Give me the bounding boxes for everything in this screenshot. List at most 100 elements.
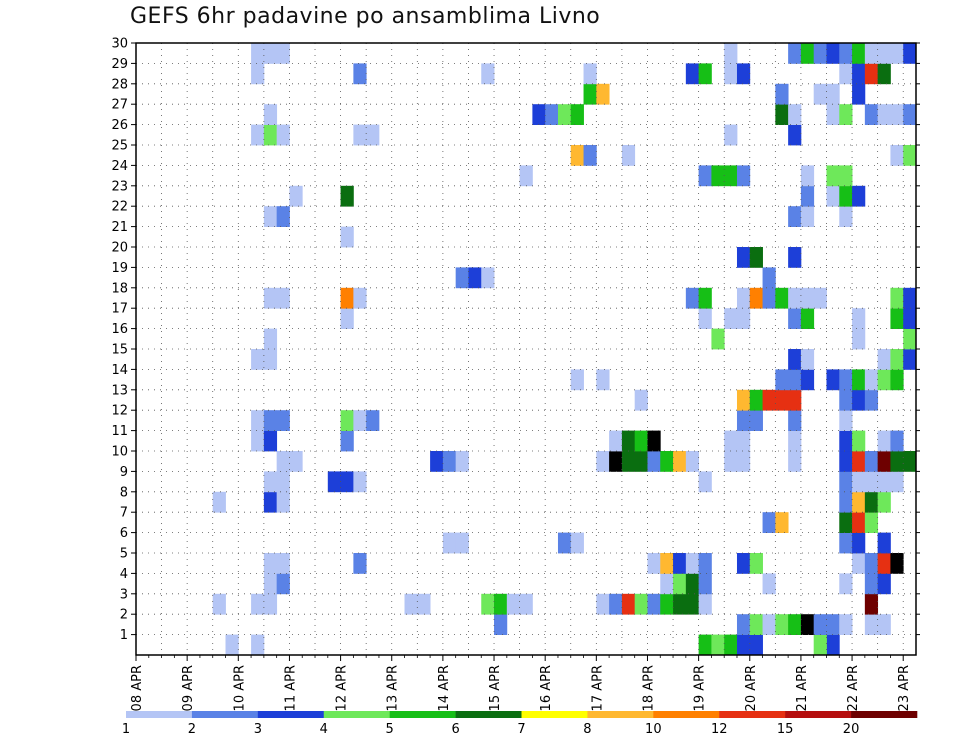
heatmap-cell <box>685 573 700 595</box>
y-tick-label: 14 <box>111 363 128 378</box>
heatmap-cell <box>749 614 763 635</box>
heatmap-cell <box>698 593 712 615</box>
heatmap-cell <box>263 287 278 309</box>
heatmap-cell <box>494 593 508 615</box>
heatmap-cell <box>404 593 418 615</box>
y-tick-label: 10 <box>111 445 128 460</box>
heatmap-cell <box>455 532 469 554</box>
heatmap-cell <box>877 471 891 493</box>
heatmap-cell <box>852 471 866 493</box>
heatmap-cell <box>762 267 776 289</box>
x-tick-label: 22 APR <box>846 665 861 711</box>
heatmap-cell <box>864 471 879 493</box>
heatmap-cell <box>839 410 853 431</box>
heatmap-cell <box>826 43 840 64</box>
x-tick-label: 16 APR <box>539 665 554 711</box>
heatmap-cell <box>839 165 853 187</box>
heatmap-cell <box>647 451 661 472</box>
heatmap-cell <box>903 328 917 350</box>
heatmap-cell <box>788 124 802 146</box>
heatmap-cell <box>839 491 853 513</box>
heatmap-cell <box>366 124 380 146</box>
heatmap-cell <box>583 145 597 166</box>
heatmap-cell <box>698 165 712 187</box>
heatmap-cell <box>545 104 559 125</box>
legend-swatch <box>521 711 588 718</box>
heatmap-cell <box>813 287 827 309</box>
heatmap-cell <box>800 308 815 329</box>
x-tick-label: 11 APR <box>283 665 298 711</box>
heatmap-cell <box>570 145 584 166</box>
heatmap-cell <box>557 104 572 125</box>
heatmap-cell <box>762 389 776 411</box>
heatmap-cell <box>749 389 763 411</box>
heatmap-cell <box>596 593 610 615</box>
heatmap-cell <box>903 145 917 166</box>
heatmap-cell <box>736 410 751 431</box>
heatmap-cell <box>685 553 700 574</box>
heatmap-cell <box>762 512 776 533</box>
heatmap-cell <box>251 634 265 656</box>
heatmap-cell <box>251 593 265 615</box>
x-tick-label: 17 APR <box>590 665 605 711</box>
y-tick-label: 26 <box>111 118 128 133</box>
heatmap-cell <box>864 614 879 635</box>
heatmap-cell <box>532 104 546 125</box>
legend-swatch <box>455 711 522 718</box>
heatmap-cell <box>800 349 815 370</box>
heatmap-cell <box>736 634 751 656</box>
y-tick-label: 12 <box>111 404 128 419</box>
heatmap-cell <box>621 145 636 166</box>
x-tick-label: 19 APR <box>693 665 708 711</box>
heatmap-cell <box>749 553 763 574</box>
heatmap-cell <box>864 369 879 391</box>
heatmap-cell <box>762 614 776 635</box>
heatmap-cell <box>736 389 751 411</box>
heatmap-cell <box>494 614 508 635</box>
heatmap-cell <box>839 104 853 125</box>
heatmap-cell <box>263 430 278 452</box>
heatmap-cell <box>800 614 815 635</box>
grid-lines <box>136 43 916 655</box>
heatmap-cell <box>263 124 278 146</box>
heatmap-cell <box>877 614 891 635</box>
heatmap-cell <box>263 491 278 513</box>
heatmap-cell <box>660 593 674 615</box>
x-tick-label: 21 APR <box>795 665 810 711</box>
heatmap-cell <box>749 247 763 268</box>
legend-swatch <box>323 711 390 718</box>
heatmap-cell <box>852 328 866 350</box>
heatmap-cell <box>340 226 354 248</box>
legend-swatch <box>851 711 918 718</box>
heatmap-cell <box>596 83 610 105</box>
heatmap-cell <box>736 308 751 329</box>
legend-swatch <box>257 711 325 718</box>
heatmap-cell <box>826 614 840 635</box>
heatmap-cell <box>455 451 469 472</box>
heatmap-cell <box>263 593 278 615</box>
heatmap-cell <box>353 287 367 309</box>
heatmap-cell <box>353 410 367 431</box>
heatmap-cell <box>864 491 879 513</box>
heatmap-cell <box>813 634 827 656</box>
heatmap-cell <box>251 43 265 64</box>
heatmap-cell <box>263 43 278 64</box>
y-tick-label: 3 <box>120 587 128 602</box>
x-tick-label: 23 APR <box>897 665 912 711</box>
heatmap-cell <box>660 451 674 472</box>
heatmap-cell <box>852 553 866 574</box>
heatmap-cell <box>698 308 712 329</box>
heatmap-cell <box>263 328 278 350</box>
heatmap-cell <box>788 389 802 411</box>
legend-label: 7 <box>517 722 525 737</box>
heatmap-cell <box>852 389 866 411</box>
heatmap-cell <box>673 573 687 595</box>
heatmap-cell <box>609 451 623 472</box>
heatmap-cell <box>621 430 636 452</box>
heatmap-cell <box>903 349 917 370</box>
x-tick-label: 15 APR <box>488 665 503 711</box>
heatmap-cell <box>877 430 891 452</box>
heatmap-cell <box>340 410 354 431</box>
heatmap-cell <box>276 206 290 227</box>
